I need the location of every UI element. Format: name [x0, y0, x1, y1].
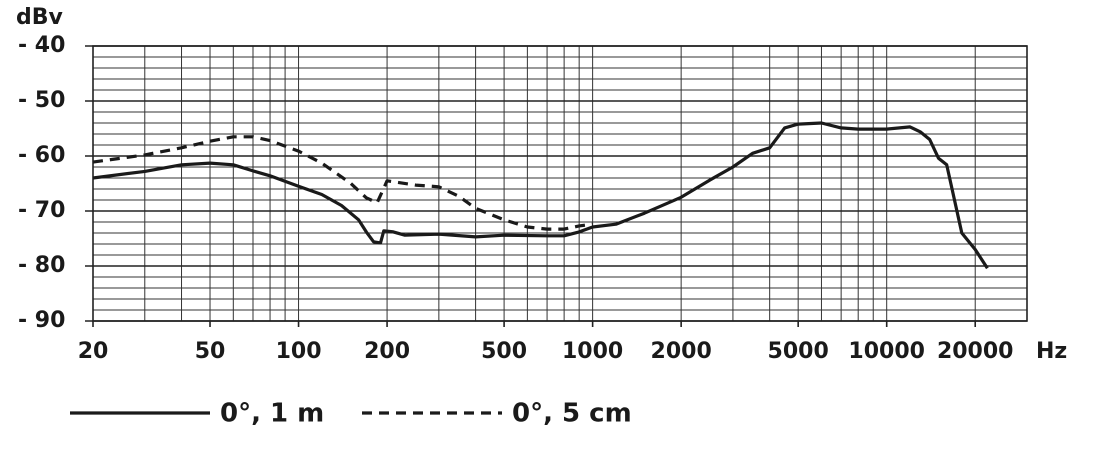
y-tick-label: - 50 — [18, 88, 65, 113]
x-tick-label: 2000 — [651, 339, 712, 364]
x-tick-label: 10000 — [848, 339, 925, 364]
y-axis-label: dBv — [16, 5, 64, 30]
y-tick-label: - 40 — [18, 33, 65, 58]
line — [92, 121, 989, 270]
x-axis-label: Hz — [1036, 339, 1067, 364]
x-tick-label: 20000 — [937, 339, 1014, 364]
y-tick-label: - 90 — [18, 308, 65, 333]
x-tick-label: 20 — [78, 339, 109, 364]
x-tick-label: 5000 — [768, 339, 829, 364]
y-tick-label: - 70 — [18, 198, 65, 223]
line — [92, 135, 593, 231]
x-tick-label: 500 — [481, 339, 527, 364]
legend-label: 0°, 5 cm — [512, 399, 632, 429]
x-tick-label: 50 — [195, 339, 226, 364]
legend-label: 0°, 1 m — [220, 399, 324, 429]
x-tick-label: 1000 — [562, 339, 623, 364]
x-tick-label: 100 — [276, 339, 322, 364]
x-tick-label: 200 — [364, 339, 410, 364]
y-tick-label: - 80 — [18, 253, 65, 278]
y-tick-label: - 60 — [18, 143, 65, 168]
plot-frame — [92, 45, 1028, 322]
